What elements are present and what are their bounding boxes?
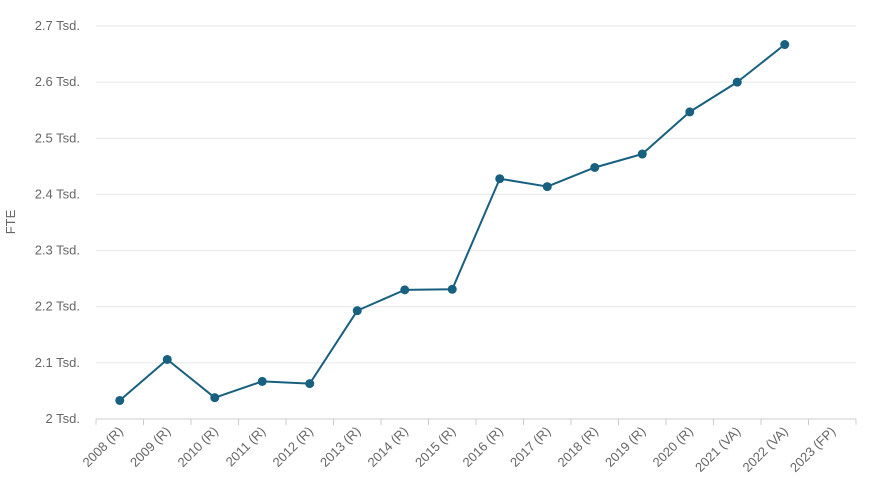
series-line	[118, 43, 786, 402]
x-tick-label: 2009 (R)	[127, 424, 173, 470]
x-tick-label: 2023 (FP)	[787, 424, 838, 475]
grid-lines	[96, 25, 856, 420]
data-point[interactable]	[352, 306, 362, 316]
data-point[interactable]	[257, 376, 267, 386]
data-point[interactable]	[447, 284, 457, 294]
x-tick-label: 2016 (R)	[460, 424, 506, 470]
x-tick-label: 2022 (VA)	[740, 424, 791, 475]
data-point[interactable]	[590, 162, 600, 172]
x-tick-label: 2013 (R)	[317, 424, 363, 470]
y-axis-label: FTE	[3, 209, 18, 234]
data-point[interactable]	[400, 285, 410, 295]
data-point[interactable]	[115, 395, 125, 405]
x-tick-label: 2021 (VA)	[692, 424, 743, 475]
data-point[interactable]	[780, 40, 790, 50]
data-point[interactable]	[210, 393, 220, 403]
y-tick-label: 2.5 Tsd.	[35, 130, 80, 145]
y-tick-label: 2.4 Tsd.	[35, 186, 80, 201]
y-axis-ticks: 2 Tsd. 2.1 Tsd. 2.2 Tsd. 2.3 Tsd. 2.4 Tsd. 2.…	[35, 18, 80, 426]
x-tick-label: 2019 (R)	[602, 424, 648, 470]
series-group	[115, 40, 790, 405]
x-axis-ticks: 2008 (R) 2009 (R) 2010 (R) 2011 (R) 2012 (R)…	[80, 419, 857, 475]
y-tick-label: 2.6 Tsd.	[35, 74, 80, 89]
data-point[interactable]	[637, 149, 647, 159]
y-tick-label: 2 Tsd.	[46, 411, 80, 426]
x-tick-label: 2010 (R)	[175, 424, 221, 470]
x-tick-label: 2020 (R)	[650, 424, 696, 470]
data-point[interactable]	[305, 379, 315, 389]
x-tick-label: 2011 (R)	[223, 424, 269, 470]
x-tick-label: 2012 (R)	[270, 424, 316, 470]
x-tick-label: 2017 (R)	[507, 424, 553, 470]
y-tick-label: 2.1 Tsd.	[35, 355, 80, 370]
x-tick-label: 2018 (R)	[555, 424, 601, 470]
data-point[interactable]	[495, 174, 505, 184]
data-point[interactable]	[542, 182, 552, 192]
x-tick-label: 2015 (R)	[412, 424, 458, 470]
x-tick-label: 2014 (R)	[365, 424, 411, 470]
x-tick-label: 2008 (R)	[80, 424, 126, 470]
data-point[interactable]	[732, 77, 742, 87]
y-tick-label: 2.2 Tsd.	[35, 299, 80, 314]
y-tick-label: 2.7 Tsd.	[35, 18, 80, 33]
data-point[interactable]	[685, 107, 695, 117]
y-tick-label: 2.3 Tsd.	[35, 243, 80, 258]
data-point[interactable]	[162, 354, 172, 364]
